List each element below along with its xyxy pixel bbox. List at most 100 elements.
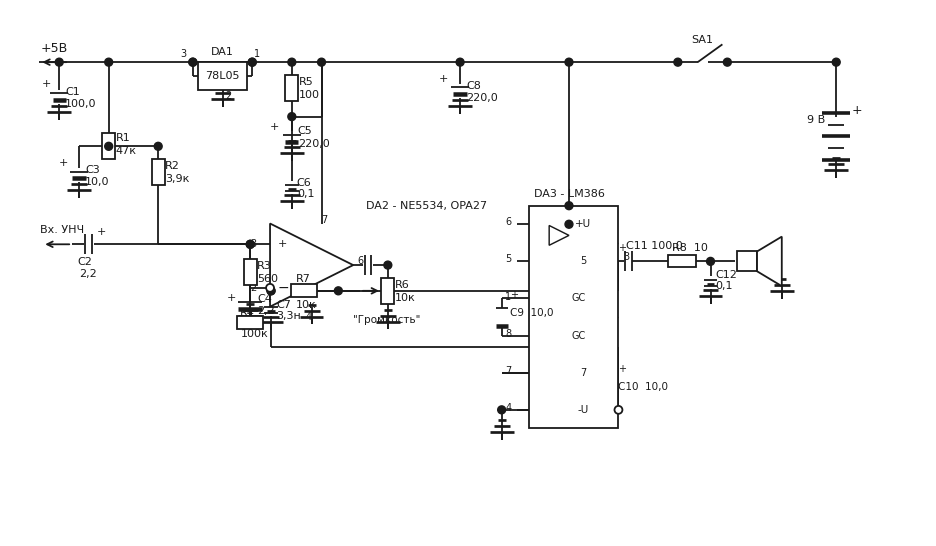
Text: 3: 3 [622, 252, 629, 263]
Circle shape [105, 58, 112, 66]
Text: -U: -U [577, 405, 588, 415]
Text: −: − [278, 281, 289, 295]
Circle shape [456, 58, 463, 66]
Circle shape [564, 220, 572, 228]
Text: R3: R3 [256, 261, 271, 271]
Text: SA1: SA1 [691, 35, 713, 45]
Text: 560: 560 [256, 274, 278, 284]
Text: 3: 3 [250, 239, 256, 250]
Circle shape [248, 58, 256, 66]
Text: 10к: 10к [394, 293, 415, 302]
Text: R2: R2 [165, 161, 180, 171]
Text: +: + [227, 293, 236, 302]
Circle shape [248, 58, 256, 66]
Text: GC: GC [571, 294, 585, 304]
Circle shape [267, 287, 274, 295]
Text: 1: 1 [505, 292, 511, 301]
Circle shape [55, 58, 63, 66]
Text: 220,0: 220,0 [298, 139, 329, 149]
Bar [152, 159, 165, 185]
Text: +: + [270, 122, 279, 132]
Text: C8: C8 [465, 81, 480, 91]
Text: +: + [509, 289, 517, 300]
Text: C5: C5 [298, 127, 313, 136]
Text: C9  10,0: C9 10,0 [509, 308, 552, 318]
Text: 5: 5 [505, 254, 511, 264]
Bar [197, 62, 247, 90]
Bar [243, 259, 256, 285]
Circle shape [723, 58, 730, 66]
Circle shape [564, 58, 572, 66]
Polygon shape [756, 236, 781, 286]
Text: +: + [41, 79, 51, 89]
Text: C7: C7 [276, 300, 290, 310]
Circle shape [266, 284, 273, 292]
Text: Вх. УНЧ: Вх. УНЧ [40, 225, 84, 235]
Text: GC: GC [571, 331, 585, 341]
Text: C11 100,0: C11 100,0 [625, 241, 682, 251]
Text: 4: 4 [505, 403, 511, 413]
Text: +: + [851, 104, 862, 117]
Polygon shape [270, 223, 353, 307]
Text: 100,0: 100,0 [66, 99, 96, 109]
Bar [290, 284, 316, 297]
Text: R8  10: R8 10 [671, 242, 707, 252]
Text: 100к: 100к [241, 329, 268, 340]
Bar [737, 252, 756, 271]
Bar [529, 206, 618, 429]
Text: 8: 8 [505, 329, 511, 339]
Circle shape [384, 261, 391, 269]
Text: 4: 4 [305, 312, 312, 322]
Text: 100: 100 [299, 90, 319, 100]
Text: 220,0: 220,0 [465, 93, 497, 103]
Text: 2: 2 [250, 283, 256, 293]
Text: C3: C3 [85, 165, 99, 175]
Text: C6: C6 [297, 178, 311, 188]
Circle shape [189, 58, 197, 66]
Text: 1: 1 [254, 49, 260, 60]
Text: DA2 - NE5534, OPA27: DA2 - NE5534, OPA27 [366, 201, 487, 211]
Text: R4: R4 [241, 307, 255, 318]
Circle shape [334, 287, 342, 295]
Text: C12: C12 [715, 270, 737, 280]
Text: 0,1: 0,1 [297, 189, 314, 199]
Text: +5В: +5В [40, 42, 67, 55]
Circle shape [317, 58, 325, 66]
Circle shape [287, 112, 296, 121]
Text: "Громкость": "Громкость" [353, 314, 420, 324]
Text: 0,1: 0,1 [715, 281, 732, 291]
Text: 47к: 47к [115, 146, 137, 156]
Text: 2,2: 2,2 [79, 269, 96, 279]
Circle shape [287, 58, 296, 66]
Text: 3,9к: 3,9к [165, 174, 189, 184]
Text: C1: C1 [66, 87, 80, 97]
Text: 2: 2 [600, 419, 607, 429]
Text: +: + [278, 239, 287, 250]
Circle shape [614, 406, 622, 414]
Circle shape [154, 143, 162, 150]
Circle shape [706, 257, 714, 265]
Text: C4: C4 [256, 294, 271, 304]
Text: +: + [618, 364, 626, 374]
Text: 3,3н: 3,3н [276, 311, 300, 321]
Text: +: + [438, 74, 447, 84]
Bar [667, 256, 695, 268]
Text: 2: 2 [226, 91, 231, 101]
Text: 3: 3 [180, 49, 186, 60]
Text: 9 В: 9 В [806, 115, 824, 124]
Bar [102, 133, 115, 159]
Text: 2,2: 2,2 [256, 306, 274, 316]
Text: R5: R5 [299, 77, 314, 87]
Circle shape [189, 58, 197, 66]
Text: C2: C2 [77, 257, 92, 267]
Text: R6: R6 [394, 280, 409, 290]
Polygon shape [548, 225, 568, 245]
Bar [381, 278, 394, 304]
Text: 10,0: 10,0 [85, 177, 110, 187]
Text: 10к: 10к [296, 300, 316, 310]
Circle shape [267, 287, 274, 295]
Text: +: + [96, 228, 106, 238]
Text: DA1: DA1 [211, 48, 234, 57]
Bar [237, 316, 263, 329]
Circle shape [246, 240, 254, 248]
